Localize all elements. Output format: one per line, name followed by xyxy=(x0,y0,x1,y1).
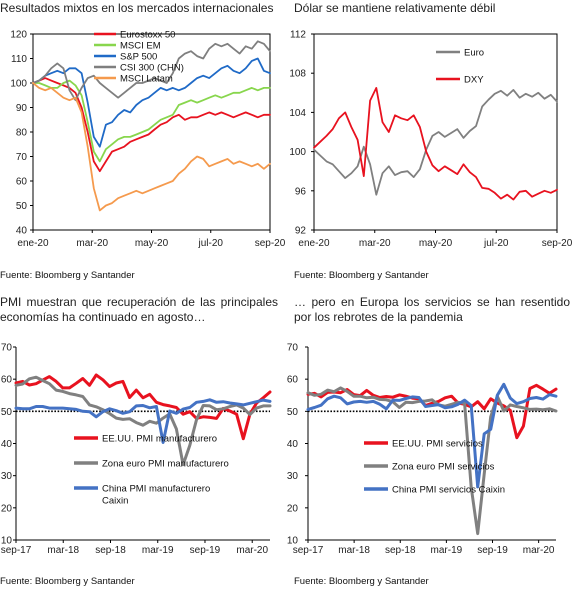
x-tick-label: sep-20 xyxy=(542,238,572,249)
x-tick-label: mar-19 xyxy=(431,545,463,556)
legend-label: MSCI Latam xyxy=(120,74,173,85)
x-tick-label: mar-20 xyxy=(76,238,108,249)
y-tick-label: 30 xyxy=(287,471,299,482)
x-tick-label: may-20 xyxy=(419,238,453,249)
legend-label: EE.UU. PMI manufacturero xyxy=(102,434,217,445)
y-tick-label: 92 xyxy=(295,226,307,237)
y-tick-label: 40 xyxy=(1,439,13,450)
chart-source: Fuente: Bloomberg y Santander xyxy=(0,576,135,587)
series-line-2 xyxy=(32,79,271,163)
x-tick-label: mar-20 xyxy=(359,238,391,249)
x-tick-label: sep-17 xyxy=(1,545,32,556)
y-tick-label: 20 xyxy=(1,503,13,514)
y-tick-label: 70 xyxy=(287,343,299,354)
legend-label: China PMI manufacturero Caixin xyxy=(102,484,210,507)
chart-panel-dollar: Dólar se mantiene relativamente débil 92… xyxy=(286,0,572,292)
chart-source: Fuente: Bloomberg y Santander xyxy=(294,270,429,281)
y-tick-label: 20 xyxy=(287,503,299,514)
x-tick-label: ene-20 xyxy=(298,238,330,249)
series-line-5 xyxy=(32,82,271,212)
series-line-3 xyxy=(14,398,272,444)
y-tick-label: 70 xyxy=(1,343,13,354)
chart-panel-markets: Resultados mixtos en los mercados intern… xyxy=(0,0,290,292)
series-line-1 xyxy=(313,89,558,196)
y-tick-label: 110 xyxy=(11,54,27,65)
x-tick-label: mar-18 xyxy=(47,545,79,556)
legend-label: CSI 300 (CHN) xyxy=(120,63,184,74)
series-line-1 xyxy=(32,77,271,173)
x-tick-label: sep-19 xyxy=(477,545,508,556)
y-tick-label: 70 xyxy=(16,152,28,163)
series-line-2 xyxy=(306,386,558,536)
y-tick-label: 50 xyxy=(1,407,13,418)
y-tick-label: 40 xyxy=(16,226,28,237)
y-tick-label: 100 xyxy=(10,79,27,90)
y-tick-label: 40 xyxy=(287,439,299,450)
dollar-chart: 92 96 100 104 108 112 ene-20 mar-20 may-20 jul-20… xyxy=(289,30,572,250)
legend-label: Zona euro PMI servicios xyxy=(392,462,495,473)
y-tick-label: 30 xyxy=(1,471,13,482)
series-line-1 xyxy=(306,383,558,440)
series-line-3 xyxy=(32,57,271,148)
x-tick-label: mar-20 xyxy=(236,545,268,556)
markets-chart: 40 50 60 70 80 90 100 110 120 ene-20 mar-20 may-20 j… xyxy=(10,30,286,250)
y-tick-label: 50 xyxy=(287,407,299,418)
chart-panel-pmi-services: … pero en Europa los servicios se han re… xyxy=(286,292,572,589)
x-tick-label: sep-20 xyxy=(255,238,286,249)
chart-title: … pero en Europa los servicios se han re… xyxy=(294,295,570,324)
legend-label: Zona euro PMI manufacturero xyxy=(102,459,229,470)
y-tick-label: 60 xyxy=(1,375,13,386)
series-line-1 xyxy=(14,373,272,441)
legend-label: China PMI servicios Caixin xyxy=(392,485,505,496)
y-tick-label: 80 xyxy=(16,128,28,139)
y-tick-label: 10 xyxy=(287,536,299,547)
x-tick-label: sep-19 xyxy=(190,545,221,556)
legend-label: Eurostoxx 50 xyxy=(120,30,175,41)
chart-title: PMI muestran que recuperación de las pri… xyxy=(0,295,278,324)
x-tick-label: sep-18 xyxy=(95,545,126,556)
chart-panel-pmi-manufacturing: PMI muestran que recuperación de las pri… xyxy=(0,292,286,589)
legend-label: DXY xyxy=(464,75,484,86)
y-tick-label: 108 xyxy=(289,69,306,80)
y-tick-label: 60 xyxy=(287,375,299,386)
x-tick-label: ene-20 xyxy=(17,238,49,249)
x-tick-label: mar-20 xyxy=(523,545,555,556)
y-tick-label: 60 xyxy=(16,177,28,188)
y-tick-label: 50 xyxy=(16,201,28,212)
legend-label: MSCI EM xyxy=(120,41,161,52)
y-tick-label: 96 xyxy=(295,186,307,197)
y-tick-label: 10 xyxy=(1,536,13,547)
chart-title: Dólar se mantiene relativamente débil xyxy=(294,1,496,15)
plot-frame xyxy=(313,33,558,231)
x-tick-label: sep-18 xyxy=(385,545,416,556)
pmi-manufacturing-chart: 10 20 30 40 50 60 70 sep-17 mar-18 sep-18 mar-19 se… xyxy=(1,343,272,556)
legend-label: Euro xyxy=(464,48,484,59)
y-tick-label: 112 xyxy=(290,30,306,41)
pmi-services-chart: 10 20 30 40 50 60 70 sep-17 mar-18 sep-18 mar-19 se… xyxy=(287,343,558,556)
chart-source: Fuente: Bloomberg y Santander xyxy=(294,576,429,587)
series-line-4 xyxy=(32,40,271,102)
y-tick-label: 120 xyxy=(10,30,27,41)
y-tick-label: 90 xyxy=(16,103,28,114)
x-tick-label: mar-19 xyxy=(142,545,174,556)
x-tick-label: may-20 xyxy=(135,238,169,249)
chart-title: Resultados mixtos en los mercados intern… xyxy=(0,1,274,15)
y-tick-label: 100 xyxy=(289,147,306,158)
y-tick-label: 104 xyxy=(289,108,306,119)
legend-label: EE.UU. PMI servicios xyxy=(392,439,483,450)
x-tick-label: jul-20 xyxy=(483,238,509,249)
x-tick-label: jul-20 xyxy=(198,238,224,249)
series-line-2 xyxy=(14,375,272,467)
x-tick-label: sep-17 xyxy=(293,545,324,556)
series-line-2 xyxy=(313,87,558,201)
series-line-3 xyxy=(306,382,558,489)
chart-source: Fuente: Bloomberg y Santander xyxy=(0,270,135,281)
x-tick-label: mar-18 xyxy=(338,545,370,556)
legend-label: S&P 500 xyxy=(120,52,157,63)
